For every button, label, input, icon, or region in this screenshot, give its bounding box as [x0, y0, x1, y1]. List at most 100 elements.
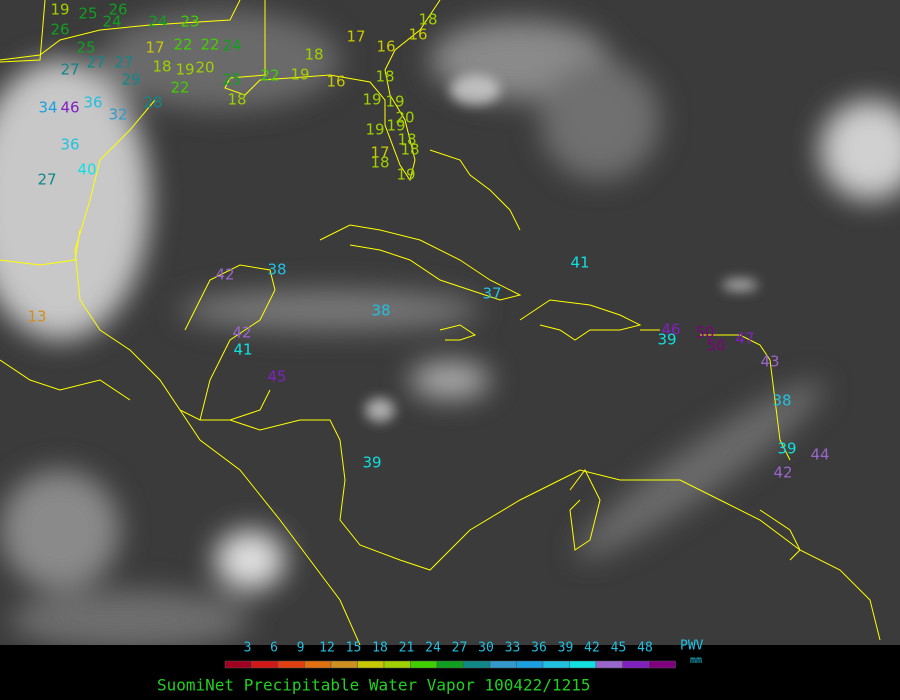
- station-value: 19: [386, 117, 405, 135]
- station-value: 50: [695, 324, 714, 342]
- station-value: 18: [152, 58, 171, 76]
- clouds: [0, 10, 900, 650]
- station-value: 42: [215, 266, 234, 284]
- colorbar-tick-label: 36: [531, 641, 547, 656]
- legend-label: PWV: [680, 639, 704, 654]
- station-value: 39: [777, 440, 796, 458]
- station-value: 39: [657, 331, 676, 349]
- station-value: 27: [37, 171, 56, 189]
- colorbar-tick-label: 12: [319, 641, 335, 656]
- station-value: 47: [735, 330, 754, 348]
- station-value: 22: [170, 79, 189, 97]
- station-value: 16: [408, 26, 427, 44]
- station-value: 25: [222, 71, 241, 89]
- station-value: 42: [773, 464, 792, 482]
- station-value: 18: [375, 68, 394, 86]
- colorbar-swatch: [224, 660, 252, 669]
- colorbar-tick-label: 48: [637, 641, 653, 656]
- station-value: 24: [148, 13, 167, 31]
- station-value: 43: [760, 353, 779, 371]
- station-value: 44: [810, 446, 829, 464]
- station-value: 27: [60, 61, 79, 79]
- station-value: 41: [570, 254, 589, 272]
- station-value: 32: [108, 106, 127, 124]
- station-value: 27: [86, 54, 105, 72]
- colorbar-tick-label: 42: [584, 641, 600, 656]
- colorbar-swatch: [436, 660, 464, 669]
- station-value: 16: [326, 73, 345, 91]
- station-value: 37: [482, 285, 501, 303]
- station-value: 18: [418, 11, 437, 29]
- colorbar-swatch: [516, 660, 544, 669]
- colorbar: 3 6 9 12 15 18 21 24 27 30 33 36 39 42 45 48: [224, 641, 676, 669]
- station-value: 26: [50, 21, 69, 39]
- colorbar-tick-label: 45: [611, 641, 627, 656]
- station-value: 17: [346, 28, 365, 46]
- colorbar-tick-label: 27: [452, 641, 468, 656]
- station-value: 34: [38, 99, 57, 117]
- colorbar-tick-label: 30: [478, 641, 494, 656]
- colorbar-swatch: [330, 660, 358, 669]
- footer-bar: [0, 645, 900, 700]
- station-value: 27: [114, 54, 133, 72]
- station-value: 19: [175, 61, 194, 79]
- colorbar-swatch: [648, 660, 676, 669]
- station-value: 45: [267, 368, 286, 386]
- station-value: 39: [362, 454, 381, 472]
- colorbar-tick-label: 6: [270, 641, 278, 656]
- station-value: 29: [121, 71, 140, 89]
- station-value: 17: [370, 144, 389, 162]
- station-value: 19: [396, 166, 415, 184]
- colorbar-tick-label: 24: [425, 641, 441, 656]
- station-value: 38: [772, 392, 791, 410]
- colorbar-swatch: [383, 660, 411, 669]
- station-value: 24: [102, 13, 121, 31]
- colorbar-tick-label: 9: [297, 641, 305, 656]
- station-value: 28: [143, 94, 162, 112]
- station-value: 36: [60, 136, 79, 154]
- coastlines: [0, 0, 881, 646]
- legend-unit: mm: [690, 655, 702, 666]
- colorbar-tick-label: 33: [505, 641, 521, 656]
- station-value: 46: [661, 321, 680, 339]
- station-value: 40: [77, 161, 96, 179]
- station-value: 22: [173, 36, 192, 54]
- colorbar-tick-label: 39: [558, 641, 574, 656]
- colorbar-swatch: [277, 660, 305, 669]
- station-value: 19: [50, 1, 69, 19]
- background: [0, 0, 900, 645]
- station-value: 13: [27, 308, 46, 326]
- station-value: 20: [195, 59, 214, 77]
- station-value: 19: [385, 93, 404, 111]
- colorbar-tick-label: 18: [372, 641, 388, 656]
- station-value: 38: [267, 261, 286, 279]
- station-value: 18: [370, 154, 389, 172]
- station-value: 23: [180, 13, 199, 31]
- station-value: 22: [260, 67, 279, 85]
- colorbar-swatch: [542, 660, 570, 669]
- colorbar-swatch: [463, 660, 491, 669]
- station-value: 18: [400, 141, 419, 159]
- colorbar-tick-label: 3: [244, 641, 252, 656]
- colorbar-swatch: [595, 660, 623, 669]
- colorbar-swatch: [357, 660, 385, 669]
- station-value: 18: [304, 46, 323, 64]
- station-value: 38: [371, 302, 390, 320]
- colorbar-swatch: [304, 660, 332, 669]
- colorbar-swatch: [251, 660, 279, 669]
- colorbar-swatch: [489, 660, 517, 669]
- station-value: 16: [376, 38, 395, 56]
- station-value: 17: [145, 39, 164, 57]
- station-value: 26: [108, 1, 127, 19]
- colorbar-swatch: [569, 660, 597, 669]
- colorbar-swatch: [410, 660, 438, 669]
- colorbar-tick-label: 15: [346, 641, 362, 656]
- station-value: 18: [397, 131, 416, 149]
- station-value: 22: [200, 36, 219, 54]
- colorbar-swatch: [622, 660, 650, 669]
- station-value: 25: [78, 5, 97, 23]
- station-value: 19: [290, 66, 309, 84]
